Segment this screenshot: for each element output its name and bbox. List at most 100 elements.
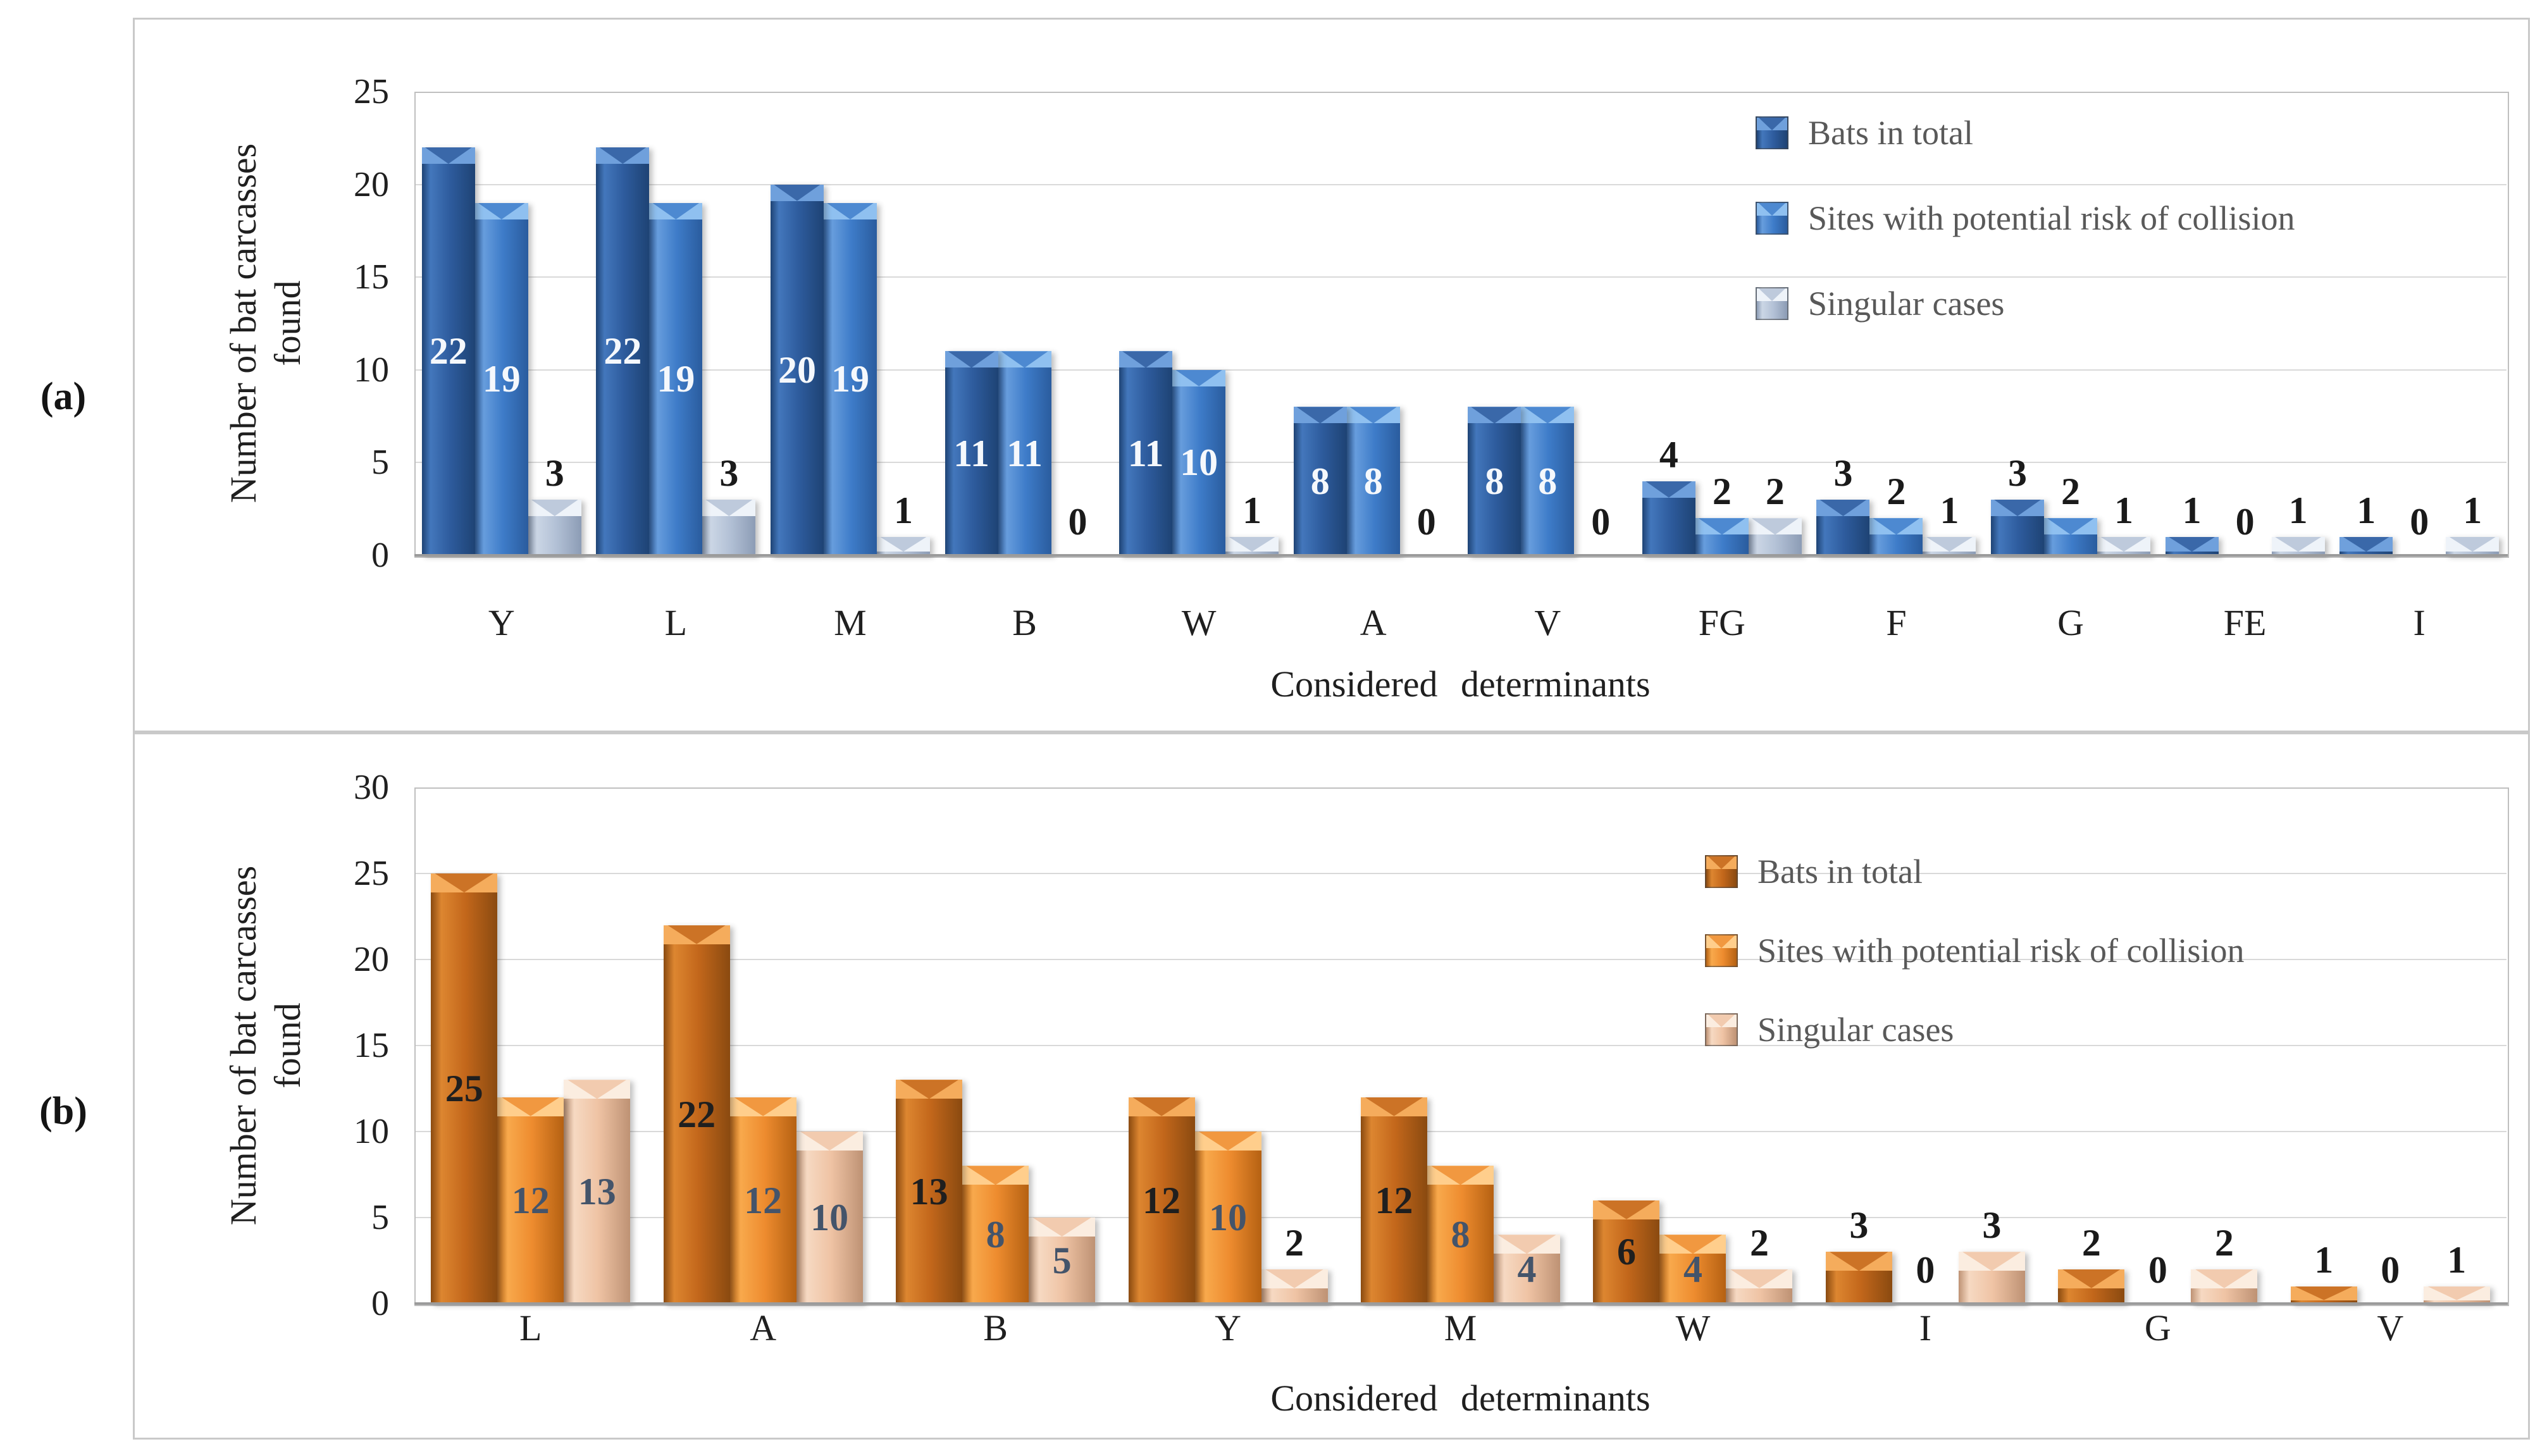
legend-swatch-b-s1 xyxy=(1705,855,1738,888)
gridline-b-25 xyxy=(414,873,2507,874)
bar-cap-bevel xyxy=(435,873,493,892)
bar-cap-highlight xyxy=(2446,536,2500,552)
bar-cap-bevel xyxy=(1296,407,1344,424)
category-label-a-V: V xyxy=(1534,602,1561,643)
category-label-a-FE: FE xyxy=(2223,602,2267,643)
bar-cap-highlight xyxy=(729,1097,796,1116)
data-label-a-G-s2: 2 xyxy=(2061,471,2081,513)
bar-b-W-s1 xyxy=(1593,1200,1660,1304)
bar-a-F-s1 xyxy=(1816,500,1870,555)
y-tick-a-25: 25 xyxy=(354,72,389,111)
legend-swatch-bevel xyxy=(1706,856,1737,869)
data-label-a-A-s2: 8 xyxy=(1363,460,1383,502)
bar-cap-bevel xyxy=(800,1132,859,1151)
gridline-b-10 xyxy=(414,1131,2507,1132)
category-label-b-I: I xyxy=(1919,1307,1932,1348)
bar-cap-highlight xyxy=(1726,1269,1793,1288)
bar-cap-bevel xyxy=(900,1080,958,1099)
category-label-a-B: B xyxy=(1012,602,1037,643)
bar-b-G-s3 xyxy=(2191,1269,2258,1304)
bar-b-W-s3 xyxy=(1726,1269,1793,1304)
data-label-a-A-s1: 8 xyxy=(1310,460,1330,502)
bar-cap-bevel xyxy=(1198,1132,1258,1151)
bar-cap-highlight xyxy=(431,873,498,892)
bar-cap-highlight xyxy=(1361,1097,1427,1116)
bar-b-M-s3 xyxy=(1494,1235,1560,1304)
bar-cap-highlight xyxy=(1642,481,1695,498)
data-label-b-L-s2: 12 xyxy=(511,1179,550,1221)
data-label-b-M-s1: 12 xyxy=(1375,1179,1413,1221)
bar-b-B-s1 xyxy=(896,1080,963,1304)
bar-cap-highlight xyxy=(1923,536,1976,552)
bar-a-F-s2 xyxy=(1869,518,1923,555)
bar-cap-highlight xyxy=(702,500,756,517)
category-label-a-FG: FG xyxy=(1698,602,1745,643)
category-label-b-A: A xyxy=(750,1307,777,1348)
bar-a-L-s2 xyxy=(649,202,703,555)
bar-b-V-s3 xyxy=(2423,1286,2490,1304)
bar-cap-highlight xyxy=(770,184,824,201)
data-label-b-G-s1: 2 xyxy=(2081,1221,2101,1264)
data-label-a-A-s3: 0 xyxy=(1416,501,1436,543)
data-label-a-L-s1: 22 xyxy=(604,330,642,373)
bar-cap-highlight xyxy=(2044,518,2098,535)
bar-cap-highlight xyxy=(2290,1286,2357,1300)
data-label-a-V-s1: 8 xyxy=(1485,460,1504,502)
data-label-a-I-s2: 0 xyxy=(2410,501,2429,543)
legend-swatch-a-s3 xyxy=(1756,287,1788,320)
data-label-b-Y-s2: 10 xyxy=(1209,1197,1248,1238)
bar-a-W-s3 xyxy=(1225,536,1279,555)
bar-a-I-s3 xyxy=(2446,536,2500,555)
bar-cap-highlight xyxy=(1261,1269,1328,1288)
bar-b-W-s2 xyxy=(1659,1235,1726,1304)
y-tick-a-20: 20 xyxy=(354,164,389,204)
bar-cap-bevel xyxy=(567,1080,626,1099)
legend-swatch-bevel xyxy=(1706,1015,1737,1027)
bar-b-L-s3 xyxy=(564,1080,631,1304)
data-label-b-W-s1: 6 xyxy=(1616,1231,1636,1273)
category-label-a-G: G xyxy=(2057,602,2084,643)
bar-b-A-s1 xyxy=(663,925,730,1304)
bar-cap-highlight xyxy=(2165,536,2219,552)
data-label-b-G-s2: 0 xyxy=(2148,1249,2167,1291)
data-label-b-Y-s3: 2 xyxy=(1285,1221,1304,1264)
data-label-a-Y-s3: 3 xyxy=(545,452,564,495)
bar-cap-highlight xyxy=(2191,1269,2258,1288)
bar-a-F-s3 xyxy=(1923,536,1976,555)
x-axis-line-a xyxy=(414,554,2508,557)
bar-cap-bevel xyxy=(599,147,647,164)
bar-cap-highlight xyxy=(1225,536,1279,552)
plot-area-a xyxy=(414,92,2509,558)
data-label-a-L-s3: 3 xyxy=(719,452,739,495)
legend-swatch-bevel-tri xyxy=(1707,856,1735,869)
bar-a-G-s2 xyxy=(2044,518,2098,555)
bar-cap-highlight xyxy=(962,1166,1029,1185)
bar-cap-highlight xyxy=(2058,1269,2125,1288)
bar-cap-highlight xyxy=(945,351,998,368)
bar-cap-highlight xyxy=(896,1080,963,1099)
bar-cap-highlight xyxy=(1494,1235,1560,1254)
data-label-a-B-s1: 11 xyxy=(953,432,989,474)
category-label-a-I: I xyxy=(2413,602,2426,643)
y-tick-a-15: 15 xyxy=(354,257,389,297)
bar-cap-bevel xyxy=(1471,407,1518,424)
bar-cap-highlight xyxy=(1172,369,1226,386)
bar-cap-bevel xyxy=(1365,1097,1423,1116)
data-label-a-V-s2: 8 xyxy=(1538,460,1558,502)
x-axis-line-b xyxy=(414,1302,2508,1305)
data-label-b-V-s1: 1 xyxy=(2314,1238,2334,1281)
bar-cap-highlight xyxy=(596,147,650,164)
bar-b-L-s2 xyxy=(497,1097,564,1304)
data-label-b-I-s1: 3 xyxy=(1849,1204,1869,1247)
bar-b-M-s2 xyxy=(1427,1166,1494,1304)
bar-cap-highlight xyxy=(649,202,703,219)
legend-swatch-bevel-tri xyxy=(1707,935,1735,948)
bar-a-G-s1 xyxy=(1991,500,2045,555)
category-label-b-M: M xyxy=(1444,1307,1477,1348)
bar-cap-highlight xyxy=(1293,407,1347,424)
bar-a-M-s3 xyxy=(876,536,930,555)
data-label-a-Y-s1: 22 xyxy=(429,330,468,373)
data-label-b-W-s2: 4 xyxy=(1683,1248,1702,1290)
bar-a-W-s2 xyxy=(1172,369,1226,555)
data-label-b-W-s3: 2 xyxy=(1749,1221,1769,1264)
